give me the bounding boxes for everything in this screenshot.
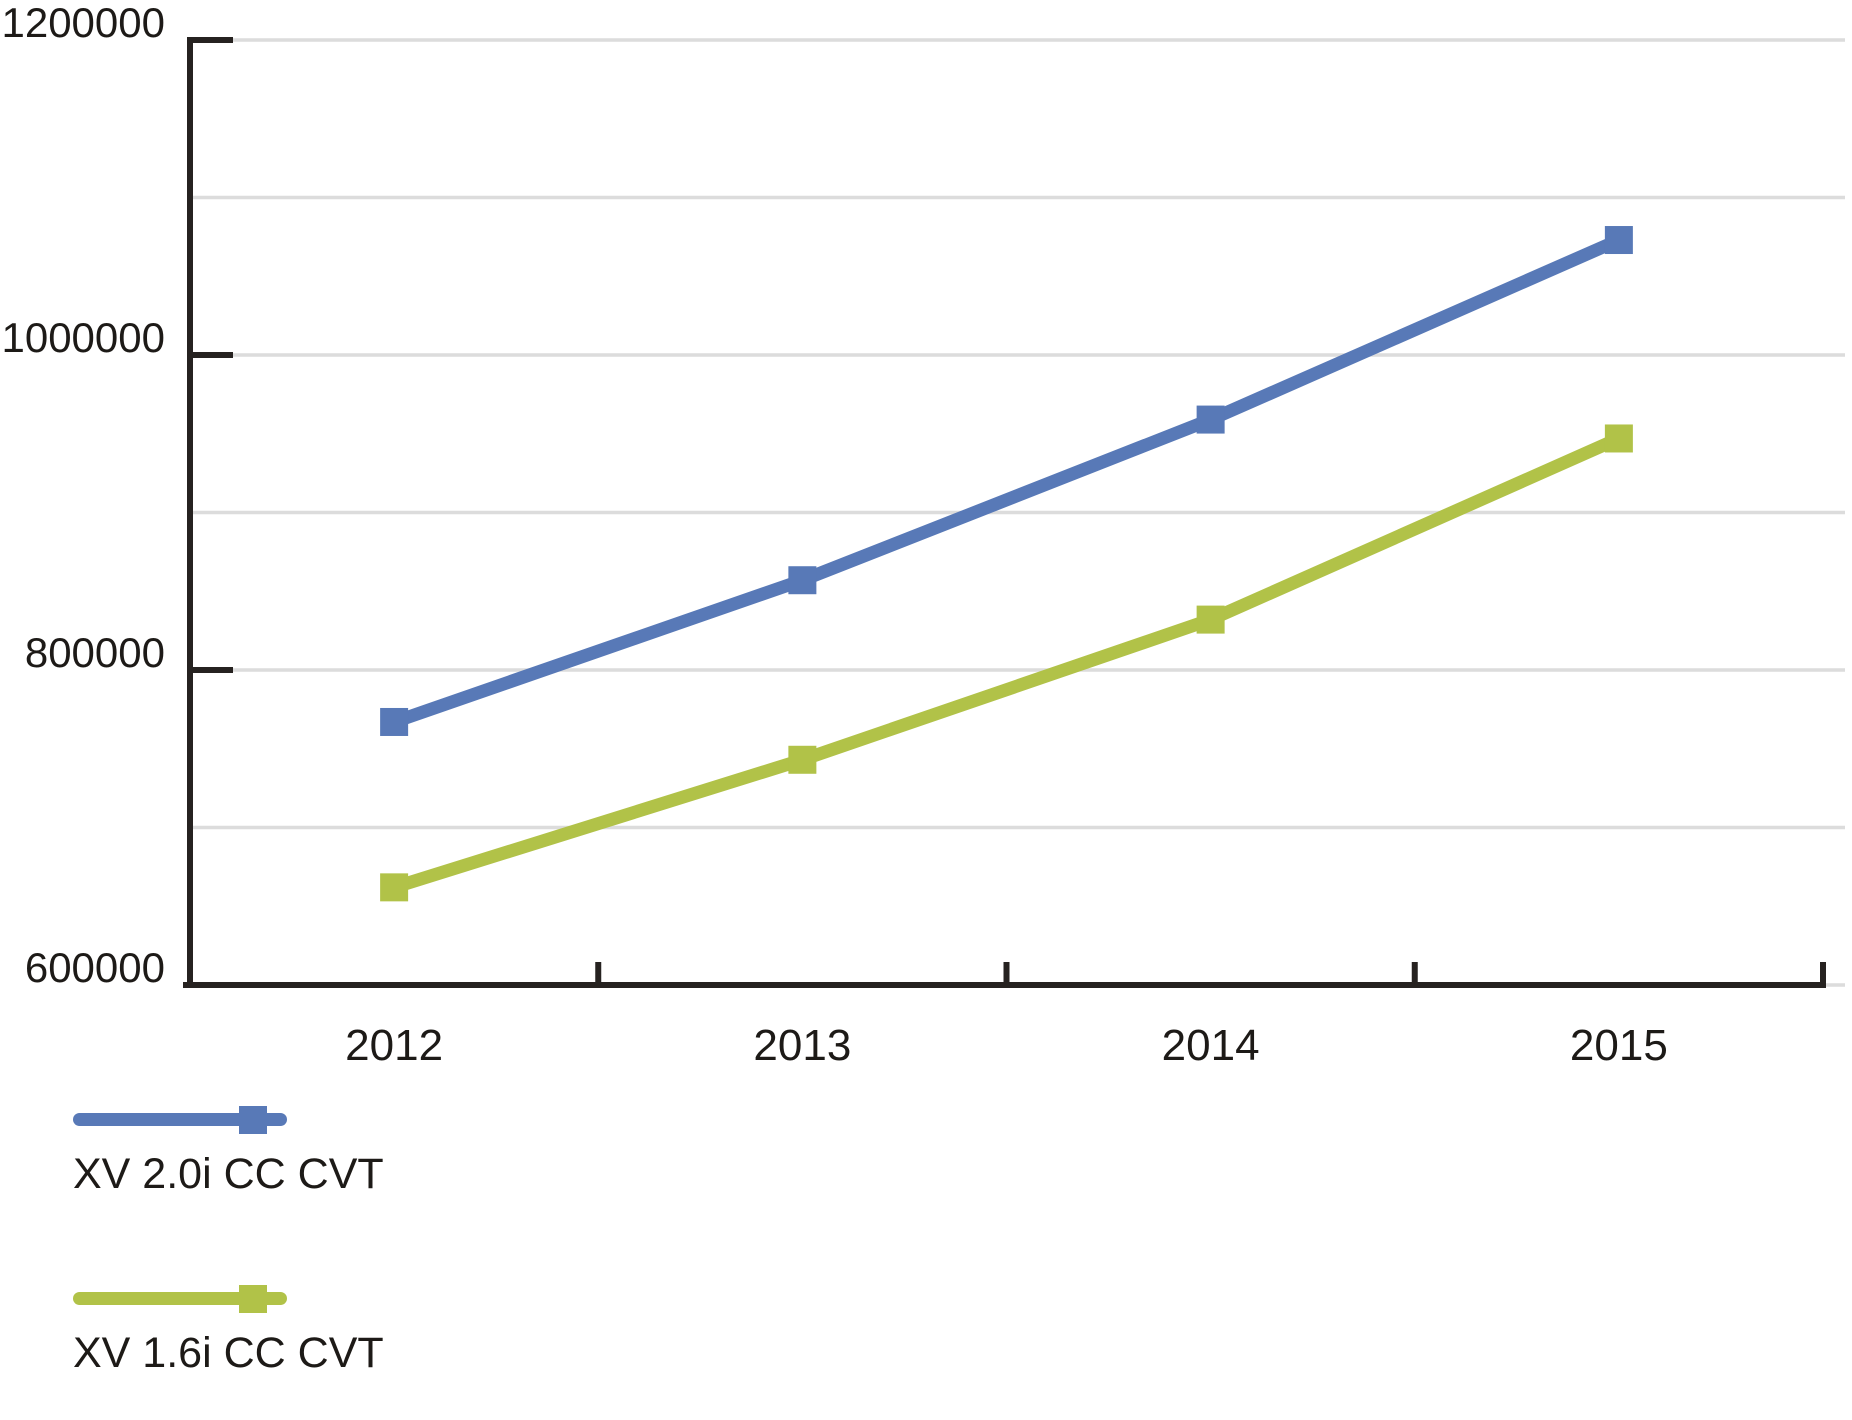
legend-square-marker-xv-2-0i xyxy=(239,1106,267,1134)
series-0-marker xyxy=(1196,405,1225,434)
y-tick-label: 800000 xyxy=(25,629,165,676)
series-1-marker xyxy=(1196,605,1225,634)
series-line-1 xyxy=(392,432,1622,894)
x-tick-label: 2014 xyxy=(1162,1021,1260,1070)
series-line-0 xyxy=(391,234,1622,729)
legend-line-xv-2-0i xyxy=(73,1113,287,1126)
series-1-marker xyxy=(788,745,817,774)
legend-item-xv-1-6i: XV 1.6i CC CVT xyxy=(73,1285,593,1395)
series-1-marker xyxy=(380,873,409,902)
x-tick-label: 2012 xyxy=(345,1021,443,1070)
legend-line-xv-1-6i xyxy=(73,1292,287,1305)
legend-label-xv-1-6i: XV 1.6i CC CVT xyxy=(73,1329,384,1377)
series-1-marker xyxy=(1604,424,1633,453)
series-0-marker xyxy=(1604,226,1633,255)
legend-label-xv-2-0i: XV 2.0i CC CVT xyxy=(73,1150,384,1198)
series-0-marker xyxy=(380,707,409,736)
legend-square-marker-xv-1-6i xyxy=(239,1285,267,1313)
series-0-marker xyxy=(788,566,817,595)
y-tick-label: 600000 xyxy=(25,944,165,991)
x-tick-label: 2013 xyxy=(753,1021,851,1070)
legend-item-xv-2-0i: XV 2.0i CC CVT xyxy=(73,1106,593,1216)
y-tick-label: 1000000 xyxy=(1,314,165,361)
y-tick-label: 1200000 xyxy=(1,0,165,46)
x-tick-label: 2015 xyxy=(1570,1021,1668,1070)
